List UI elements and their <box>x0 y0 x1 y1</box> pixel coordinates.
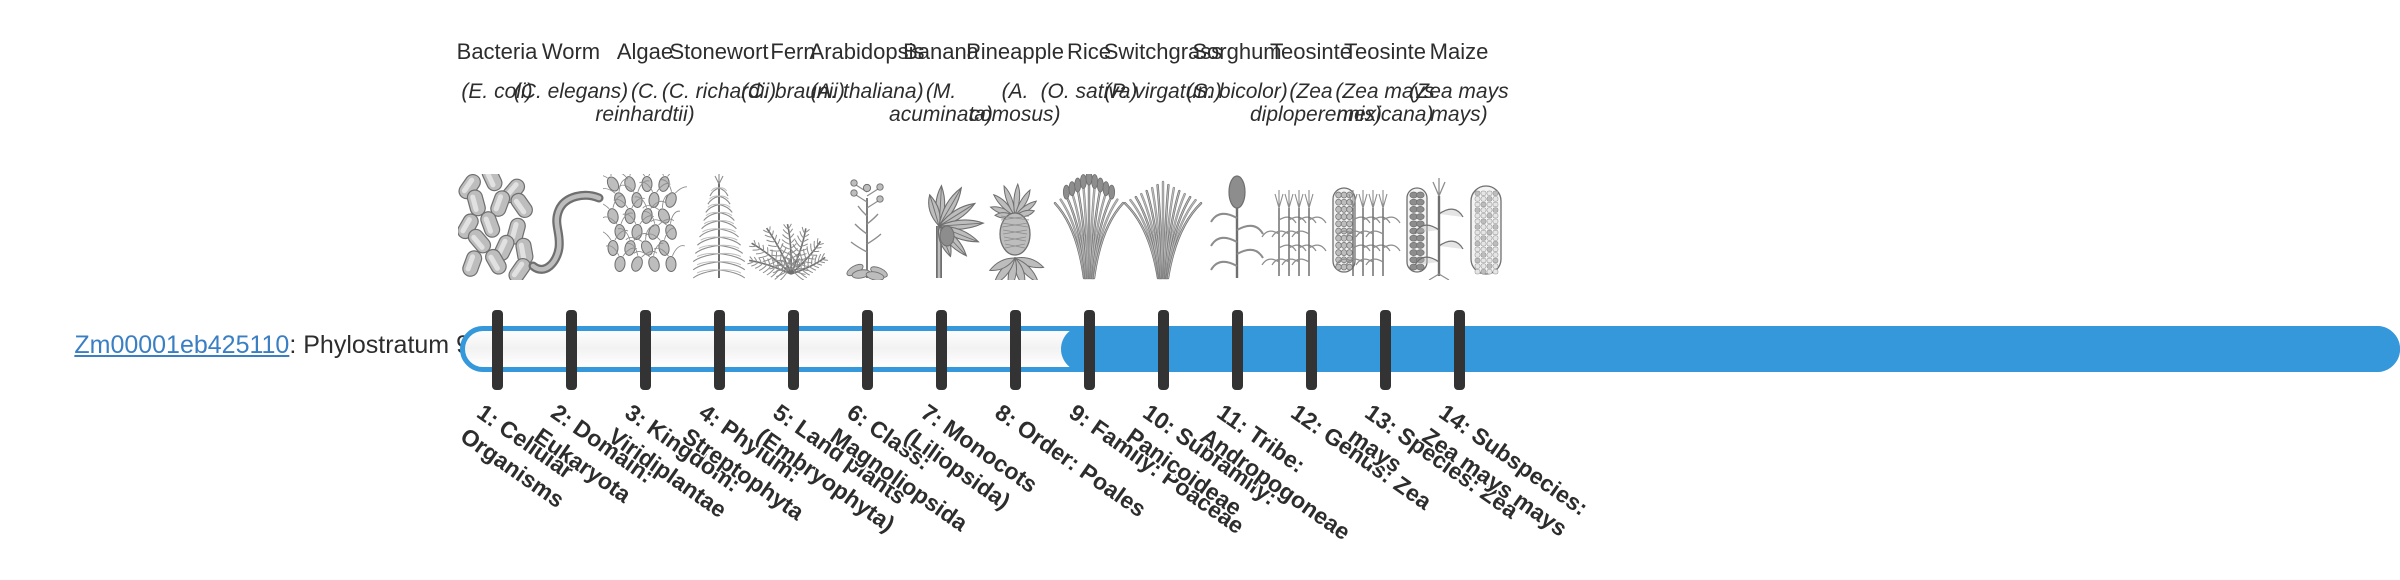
rice-illustration <box>1026 172 1152 280</box>
species-header: Sorghum (S. bicolor) <box>1176 38 1298 103</box>
species-scientific-name: (P. virgatum) <box>1104 79 1222 103</box>
species-common-name: Maize <box>1429 39 1489 64</box>
species-scientific-name: (Zea mays mexicana) <box>1335 79 1435 127</box>
species-header: Rice (O. sativa) <box>1028 38 1150 103</box>
species-header: Banana (M. acuminata) <box>880 38 1002 127</box>
species-scientific-name: (Zea mays mays) <box>1409 79 1509 127</box>
timeline-columns: Bacteria (E. coli) <box>456 0 2400 580</box>
algae-illustration <box>582 172 708 280</box>
bacteria-illustration <box>434 172 560 280</box>
arabidopsis-illustration <box>804 172 930 280</box>
species-common-name: Arabidopsis <box>809 39 925 64</box>
species-common-name: Algae <box>616 39 674 64</box>
gene-phylostratum-value: Phylostratum 9 <box>303 331 470 359</box>
species-header: Switchgrass (P. virgatum) <box>1102 38 1224 103</box>
species-column[interactable]: Rice (O. sativa) <box>1041 0 1137 580</box>
species-common-name: Switchgrass <box>1103 39 1223 64</box>
stratum-tick[interactable] <box>862 310 873 390</box>
species-scientific-name: (Zea diploperennis) <box>1250 79 1382 127</box>
species-common-name: Teosinte <box>1344 39 1426 64</box>
gene-phylostratum-label: Zm00001eb425110: Phylostratum 9 <box>30 330 470 360</box>
stratum-tick[interactable] <box>1306 310 1317 390</box>
species-header: Teosinte (Zea diploperennis) <box>1250 38 1382 127</box>
stratum-tick[interactable] <box>1380 310 1391 390</box>
species-column[interactable]: Arabidopsis (A. thaliana) <box>810 0 924 580</box>
species-common-name: Bacteria <box>456 39 538 64</box>
species-scientific-name: (A. comosus) <box>969 79 1061 127</box>
stratum-tick[interactable] <box>714 310 725 390</box>
species-column[interactable]: Teosinte (Zea diploperennis) <box>1250 0 1382 580</box>
stratum-tick[interactable] <box>1232 310 1243 390</box>
stratum-tick[interactable] <box>788 310 799 390</box>
species-header: Pineapple (A. comosus) <box>954 38 1076 127</box>
worm-illustration <box>508 172 634 280</box>
species-scientific-name: (M. acuminata) <box>889 79 993 127</box>
species-common-name: Fern <box>770 39 816 64</box>
phylostratum-bar[interactable] <box>460 326 2400 372</box>
species-column[interactable]: Banana (M. acuminata) <box>889 0 993 580</box>
species-scientific-name: (E. coli) <box>461 79 533 103</box>
gene-id-link[interactable]: Zm00001eb425110 <box>74 331 290 359</box>
species-column[interactable]: Worm (C. elegans) <box>514 0 628 580</box>
species-header: Bacteria (E. coli) <box>436 38 558 103</box>
species-scientific-name: (C. reinhardtii) <box>595 79 695 127</box>
species-common-name: Stonewort <box>669 39 769 64</box>
species-common-name: Sorghum <box>1192 39 1282 64</box>
stratum-tick[interactable] <box>1010 310 1021 390</box>
bar-fill <box>1061 326 2400 372</box>
species-common-name: Banana <box>903 39 979 64</box>
species-header: Fern (C. braunii) <box>732 38 854 103</box>
species-header: Worm (C. elegans) <box>510 38 632 103</box>
species-header: Teosinte (Zea mays mexicana) <box>1324 38 1446 127</box>
species-common-name: Rice <box>1066 39 1111 64</box>
species-common-name: Pineapple <box>966 39 1064 64</box>
stratum-tick[interactable] <box>1084 310 1095 390</box>
species-column[interactable]: Pineapple (A. comosus) <box>966 0 1064 580</box>
species-column[interactable]: Bacteria (E. coli) <box>457 0 537 580</box>
species-scientific-name: (O. sativa) <box>1040 79 1138 103</box>
stratum-tick[interactable] <box>492 310 503 390</box>
fern-illustration <box>730 172 856 280</box>
switchgrass-illustration <box>1100 172 1226 280</box>
species-scientific-name: (A. thaliana) <box>810 79 924 103</box>
species-scientific-name: (C. richardii) <box>661 79 777 103</box>
species-column[interactable]: Switchgrass (P. virgatum) <box>1104 0 1222 580</box>
species-common-name: Teosinte <box>1270 39 1352 64</box>
species-scientific-name: (C. braunii) <box>741 79 845 103</box>
species-scientific-name: (S. bicolor) <box>1186 79 1288 103</box>
species-column[interactable]: Algae (C. reinhardtii) <box>595 0 695 580</box>
stratum-tick[interactable] <box>566 310 577 390</box>
gene-label-separator: : <box>289 331 304 359</box>
species-header: Maize (Zea mays mays) <box>1398 38 1520 127</box>
species-header: Stonewort (C. richardii) <box>658 38 780 103</box>
stratum-tick[interactable] <box>1454 310 1465 390</box>
banana-illustration <box>878 172 1004 280</box>
stonewort-illustration <box>656 172 782 280</box>
sorghum-illustration <box>1174 172 1300 280</box>
species-column[interactable]: Fern (C. braunii) <box>741 0 845 580</box>
species-column[interactable]: Sorghum (S. bicolor) <box>1186 0 1288 580</box>
species-scientific-name: (C. elegans) <box>513 79 629 103</box>
stratum-tick[interactable] <box>936 310 947 390</box>
stratum-tick[interactable] <box>1158 310 1169 390</box>
species-common-name: Worm <box>541 39 601 64</box>
pineapple-illustration <box>952 172 1078 280</box>
species-column[interactable]: Maize (Zea mays mays) <box>1409 0 1509 580</box>
species-column[interactable]: Stonewort (C. richardii) <box>662 0 776 580</box>
species-header: Arabidopsis (A. thaliana) <box>806 38 928 103</box>
stratum-tick[interactable] <box>640 310 651 390</box>
maize-illustration <box>1396 172 1522 280</box>
species-header: Algae (C. reinhardtii) <box>584 38 706 127</box>
